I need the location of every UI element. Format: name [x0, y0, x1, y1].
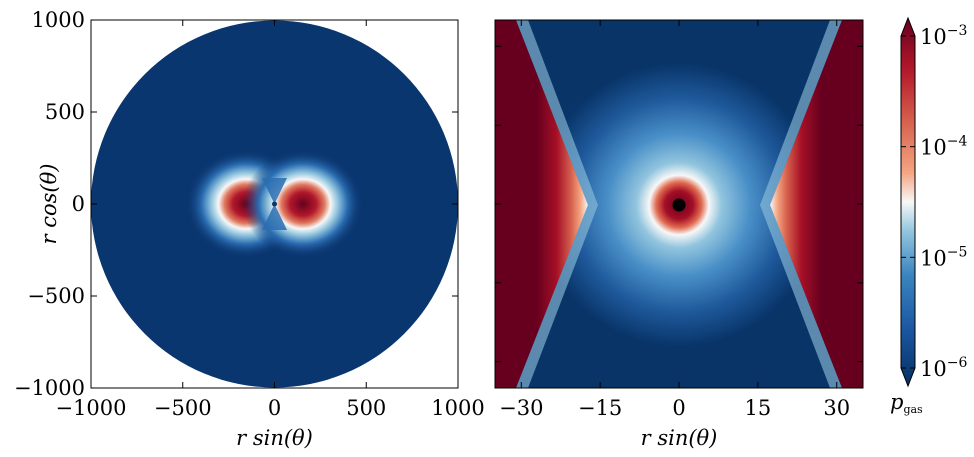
left-y-tick-label: −500	[27, 284, 85, 308]
right-x-tick-label: −30	[499, 396, 543, 420]
right-x-ticks: −30 −15 0 15 30	[499, 20, 850, 420]
left-panel: −1000 −500 0 500 1000 1000 500 0 −500 −1000 r si…	[14, 8, 485, 450]
colorbar-tick-label: 10−3	[920, 23, 967, 49]
left-y-tick-label: 500	[45, 100, 85, 124]
right-panel: −30 −15 0 15 30 r sin(θ)	[494, 19, 864, 450]
left-y-axis-label: r cos(θ)	[37, 164, 61, 245]
left-x-axis-label: r sin(θ)	[236, 426, 313, 450]
colorbar-tick-label: 10−6	[920, 355, 967, 381]
right-x-tick-label: −15	[578, 396, 622, 420]
left-x-ticks: −1000 −500 0 500 1000	[55, 20, 485, 420]
right-x-axis-label: r sin(θ)	[641, 426, 718, 450]
left-x-tick-label: −1000	[55, 396, 126, 420]
left-x-tick-label: 0	[268, 396, 281, 420]
right-y-tick-marks	[495, 45, 863, 363]
left-y-ticks: 1000 500 0 −500 −1000	[14, 8, 458, 400]
left-y-tick-label: 1000	[32, 8, 85, 32]
right-x-tick-label: 0	[672, 396, 685, 420]
left-lobes	[186, 150, 363, 258]
right-wall-east	[770, 20, 863, 388]
colorbar-label: pgas	[890, 390, 923, 416]
colorbar-tick-label: 10−4	[920, 134, 967, 160]
colorbar: 10−3 10−4 10−5 10−6 pgas	[890, 16, 967, 416]
left-y-tick-label: 0	[72, 192, 85, 216]
left-lobe-east	[243, 150, 363, 258]
colorbar-body	[900, 16, 916, 388]
left-x-tick-label: −500	[154, 396, 212, 420]
colorbar-tick-label: 10−5	[920, 244, 967, 270]
left-x-tick-label: 500	[346, 396, 386, 420]
right-x-tick-label: 15	[744, 396, 771, 420]
colorbar-ticks: 10−3 10−4 10−5 10−6	[901, 23, 967, 381]
left-y-tick-label: −1000	[14, 376, 85, 400]
right-x-tick-label: 30	[823, 396, 850, 420]
right-wall-west	[495, 20, 588, 388]
right-central-body	[672, 198, 686, 212]
left-x-tick-label: 1000	[431, 396, 484, 420]
left-central-body	[272, 201, 277, 207]
